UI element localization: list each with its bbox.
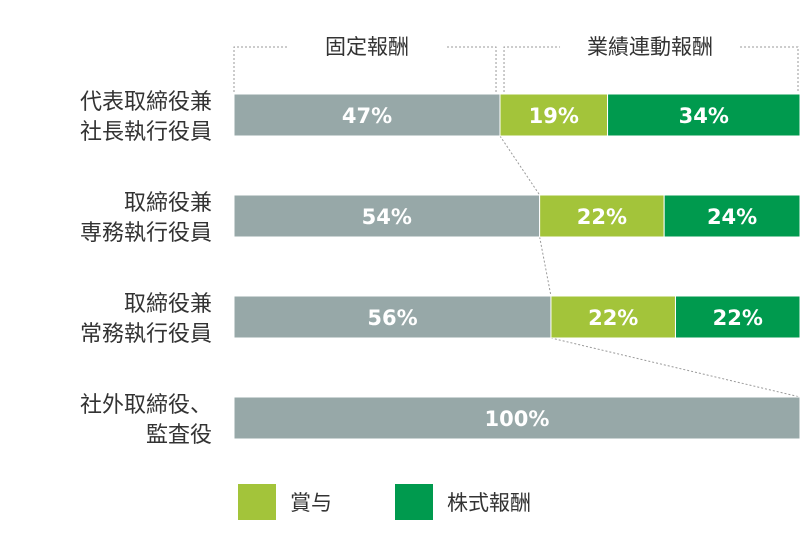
connector-0 (499, 135, 541, 196)
category-label-0-0: 代表取締役兼 (80, 90, 212, 115)
category-label-3-1: 監査役 (146, 423, 212, 448)
bar-connectors (499, 135, 800, 398)
category-label-3-0: 社外取締役、 (80, 393, 212, 418)
legend-label-bonus: 賞与 (290, 491, 332, 515)
bar-stock-0 (607, 93, 800, 137)
fixed-compensation-label: 固定報酬 (325, 35, 409, 59)
bar-bonus-2 (550, 295, 676, 339)
connector-2 (550, 337, 800, 398)
connector-1 (539, 236, 552, 297)
performance-compensation-label: 業績連動報酬 (587, 35, 713, 59)
category-label-0-1: 社長執行役員 (80, 120, 212, 145)
category-label-2-1: 常務執行役員 (80, 322, 212, 347)
legend-swatch-stock (395, 484, 433, 520)
data-label-fixed-1: 54% (362, 205, 412, 229)
data-label-stock-1: 24% (707, 205, 757, 229)
data-label-stock-0: 34% (679, 104, 729, 128)
category-label-1-1: 専務執行役員 (80, 221, 212, 246)
bar-fixed-0 (233, 93, 501, 137)
data-label-stock-2: 22% (713, 306, 763, 330)
category-label-2-0: 取締役兼 (124, 292, 212, 317)
data-label-fixed-3: 100% (485, 407, 550, 431)
legend: 賞与 株式報酬 (238, 484, 531, 520)
data-label-fixed-0: 47% (342, 104, 392, 128)
data-label-bonus-1: 22% (577, 205, 627, 229)
legend-swatch-bonus (238, 484, 276, 520)
bar-fixed-2 (233, 295, 552, 339)
data-label-bonus-0: 19% (529, 104, 579, 128)
bar-bonus-0 (499, 93, 609, 137)
category-label-1-0: 取締役兼 (124, 191, 212, 216)
category-labels: 代表取締役兼社長執行役員取締役兼専務執行役員取締役兼常務執行役員社外取締役、監査… (80, 90, 212, 448)
data-label-bonus-2: 22% (588, 306, 638, 330)
fixed-bracket (233, 46, 497, 92)
legend-label-stock: 株式報酬 (447, 491, 531, 515)
bar-stock-1 (663, 194, 800, 238)
bars: 47% 19% 34% 54% 22% 24% 56% 22% 22% 100% (233, 93, 800, 440)
group-brackets (233, 46, 799, 92)
bar-bonus-1 (539, 194, 665, 238)
bar-fixed-3 (233, 396, 800, 440)
data-label-fixed-2: 56% (367, 306, 417, 330)
bar-stock-2 (674, 295, 800, 339)
performance-bracket (503, 46, 799, 92)
